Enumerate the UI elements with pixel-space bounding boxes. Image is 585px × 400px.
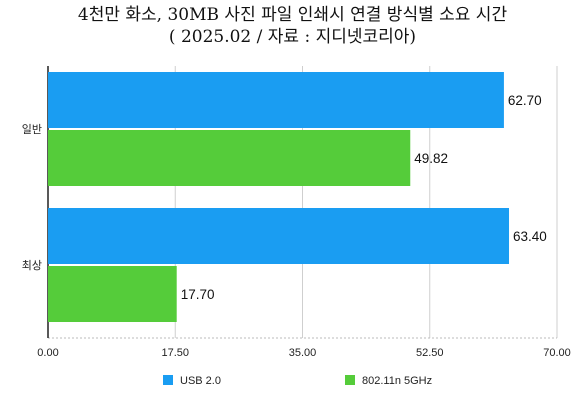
x-tick-label: 35.00 — [289, 347, 317, 359]
chart-title: 4천만 화소, 30MB 사진 파일 인쇄시 연결 방식별 소요 시간 — [77, 5, 508, 25]
category-label: 일반 — [22, 122, 42, 136]
bar-wifi — [48, 130, 411, 186]
data-label: 17.70 — [181, 287, 215, 302]
legend-swatch — [345, 375, 355, 385]
bar-usb — [48, 72, 504, 128]
chart-title-block: 4천만 화소, 30MB 사진 파일 인쇄시 연결 방식별 소요 시간 ( 20… — [0, 4, 585, 48]
x-tick-label: 52.50 — [416, 347, 444, 359]
x-tick-label: 70.00 — [543, 347, 571, 359]
bar-wifi — [48, 266, 177, 322]
category-label: 최상 — [22, 259, 42, 272]
data-label: 49.82 — [414, 151, 448, 166]
legend-label: USB 2.0 — [180, 375, 221, 387]
x-tick-label: 17.50 — [161, 347, 189, 359]
data-label: 63.40 — [513, 229, 547, 244]
bar-usb — [48, 208, 510, 264]
legend-label: 802.11n 5GHz — [362, 375, 432, 387]
data-label: 62.70 — [508, 93, 542, 108]
x-tick-label: 0.00 — [37, 347, 58, 359]
chart-subtitle: ( 2025.02 / 자료 : 지디넷코리아) — [168, 27, 417, 47]
legend-swatch — [163, 375, 173, 385]
